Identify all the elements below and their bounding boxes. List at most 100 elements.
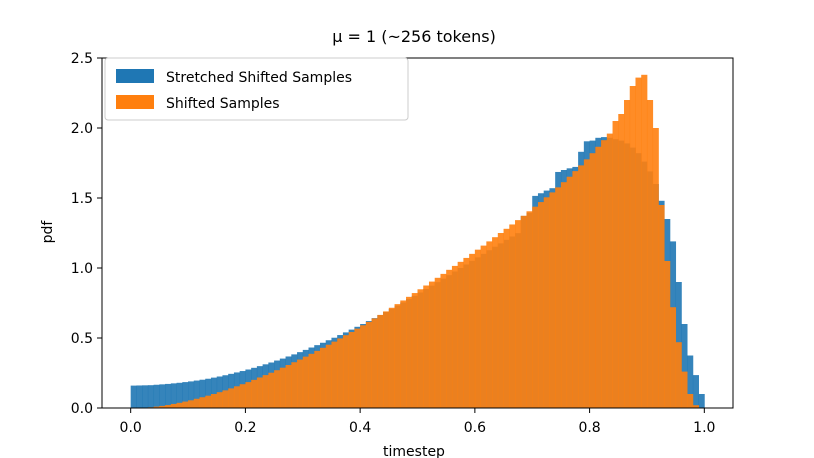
bar bbox=[451, 265, 459, 408]
bar bbox=[543, 197, 550, 408]
y-tick-label: 2.5 bbox=[71, 51, 93, 67]
bar bbox=[130, 385, 137, 408]
bar bbox=[176, 382, 183, 408]
bar bbox=[371, 318, 378, 408]
bar bbox=[549, 192, 556, 408]
x-tick-label: 0.6 bbox=[464, 420, 486, 436]
bar bbox=[406, 296, 413, 408]
bar bbox=[692, 405, 699, 408]
x-tick-label: 1.0 bbox=[693, 420, 715, 436]
bar bbox=[360, 325, 367, 408]
bar bbox=[354, 328, 361, 408]
x-tick-label: 0.0 bbox=[120, 420, 142, 436]
legend-frame bbox=[104, 57, 409, 121]
bar bbox=[698, 394, 705, 408]
bar bbox=[532, 206, 539, 408]
bar bbox=[486, 241, 493, 408]
bar bbox=[428, 281, 436, 408]
axes-layer: 0.0 0.2 0.4 0.6 0.8 1.0 0.0 0.5 1.0 1.5 2.0 2.5 bbox=[71, 51, 734, 436]
x-tick-label: 0.8 bbox=[578, 420, 600, 436]
bar bbox=[423, 285, 430, 408]
bar bbox=[503, 228, 510, 408]
bar bbox=[193, 380, 200, 408]
bar bbox=[411, 293, 418, 408]
bar bbox=[245, 382, 252, 408]
bar bbox=[279, 367, 286, 408]
bar bbox=[199, 379, 206, 408]
y-tick-label: 1.5 bbox=[71, 191, 93, 207]
bar bbox=[400, 300, 407, 408]
bar bbox=[291, 362, 298, 408]
bar bbox=[388, 307, 395, 408]
bar bbox=[457, 261, 464, 408]
bar bbox=[595, 146, 602, 408]
bar bbox=[256, 377, 264, 408]
bar bbox=[233, 386, 241, 408]
bar bbox=[377, 314, 384, 408]
bar bbox=[325, 344, 332, 408]
bar bbox=[383, 311, 390, 408]
bar bbox=[170, 403, 177, 408]
bar bbox=[165, 383, 172, 408]
bar bbox=[365, 321, 373, 408]
bar bbox=[285, 365, 292, 408]
bar bbox=[469, 253, 476, 408]
bar bbox=[274, 370, 281, 408]
bar bbox=[188, 381, 195, 408]
x-tick-label: 0.2 bbox=[234, 420, 256, 436]
bar bbox=[228, 388, 235, 408]
bar bbox=[176, 402, 183, 408]
bar bbox=[566, 176, 573, 408]
bar bbox=[182, 382, 189, 408]
bar bbox=[308, 353, 315, 408]
bar bbox=[394, 304, 401, 408]
bar bbox=[331, 341, 338, 408]
bar bbox=[687, 394, 694, 408]
bar bbox=[652, 128, 659, 408]
bar bbox=[136, 385, 143, 408]
bar bbox=[142, 385, 149, 408]
bar bbox=[262, 375, 269, 408]
plot-frame bbox=[101, 57, 734, 409]
bar bbox=[434, 277, 441, 408]
series-1 bbox=[136, 74, 699, 409]
bar bbox=[222, 390, 229, 408]
bar bbox=[348, 331, 355, 408]
bars-layer bbox=[130, 74, 705, 409]
x-tick-label: 0.4 bbox=[349, 420, 371, 436]
bar bbox=[314, 350, 321, 408]
bar bbox=[342, 335, 350, 408]
bar bbox=[251, 379, 258, 408]
bar bbox=[635, 77, 642, 408]
bar bbox=[687, 355, 694, 408]
bar bbox=[210, 394, 218, 408]
bar bbox=[239, 384, 246, 408]
bar bbox=[147, 385, 155, 408]
bar bbox=[641, 74, 648, 409]
bar bbox=[297, 359, 304, 408]
y-axis-label: pdf bbox=[40, 220, 56, 244]
bar bbox=[182, 401, 189, 408]
bar bbox=[497, 233, 504, 408]
y-tick-label: 0.5 bbox=[71, 331, 93, 347]
bar bbox=[675, 342, 682, 408]
bar bbox=[492, 237, 499, 408]
bar bbox=[210, 377, 218, 408]
legend-label-shifted: Shifted Samples bbox=[166, 96, 280, 112]
bar bbox=[216, 392, 223, 408]
y-tick-label: 0.0 bbox=[71, 401, 93, 417]
legend-label-stretched-shifted: Stretched Shifted Samples bbox=[166, 70, 352, 86]
bar bbox=[509, 224, 516, 408]
bar bbox=[193, 398, 200, 408]
legend-swatch-shifted bbox=[116, 95, 154, 109]
bar bbox=[537, 202, 545, 408]
bar bbox=[165, 405, 172, 408]
bar bbox=[159, 384, 166, 408]
bar bbox=[170, 383, 177, 408]
bar bbox=[520, 215, 527, 408]
bar bbox=[681, 371, 688, 408]
bar bbox=[417, 289, 424, 408]
legend: Stretched Shifted Samples Shifted Sample… bbox=[104, 57, 409, 121]
bar bbox=[601, 140, 608, 408]
